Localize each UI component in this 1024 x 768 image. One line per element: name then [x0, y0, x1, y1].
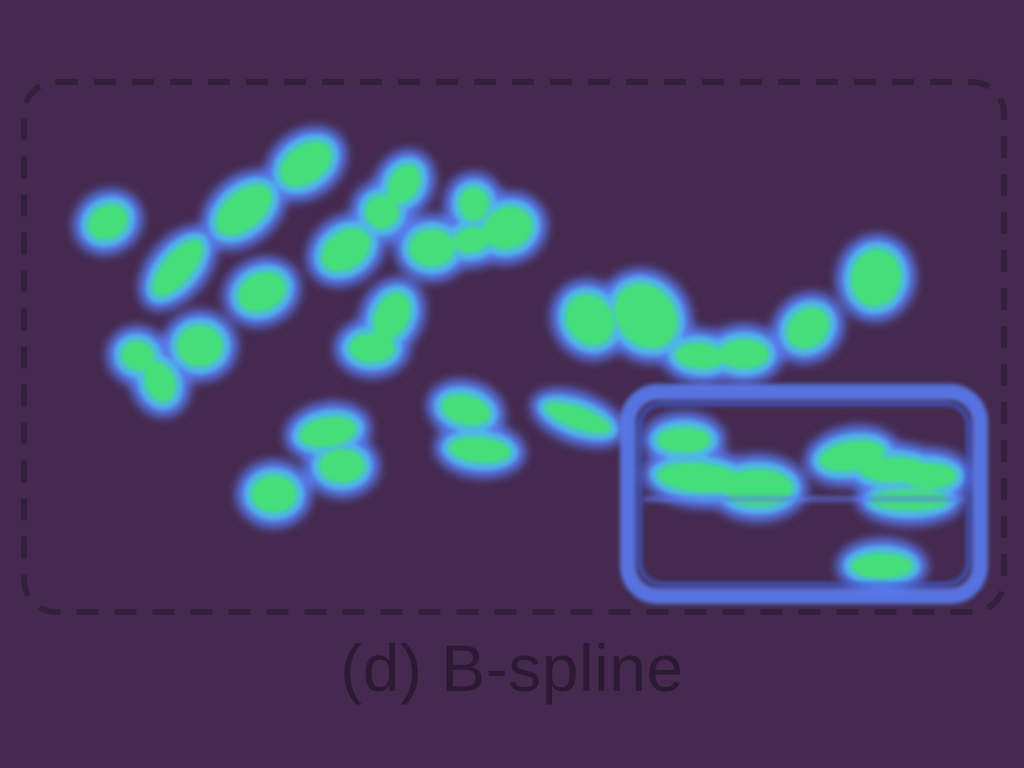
heat-blob	[459, 187, 489, 221]
heat-blob	[565, 294, 615, 346]
heat-blob	[177, 325, 223, 367]
heat-blob	[373, 292, 411, 340]
heat-blob	[441, 394, 491, 426]
heat-blob	[299, 416, 357, 448]
heat-blob	[121, 340, 155, 372]
heat-blob	[657, 462, 743, 494]
heat-blob	[215, 184, 273, 236]
heat-blob	[719, 339, 769, 369]
heat-blob	[851, 553, 913, 579]
heat-blob	[544, 402, 612, 434]
heat-blob	[453, 226, 491, 254]
heat-blob	[786, 307, 830, 349]
heat-blob	[903, 463, 957, 489]
figure-caption: (d) B-spline	[340, 631, 684, 705]
dashed-frame	[21, 79, 1007, 615]
heat-blob	[387, 164, 421, 204]
heat-blob	[657, 427, 711, 453]
heat-blob	[365, 195, 399, 229]
heat-blob	[349, 333, 395, 363]
heat-blob	[87, 203, 129, 241]
blob-core-layer	[87, 141, 957, 579]
heat-blob	[675, 342, 725, 370]
heat-blob	[144, 361, 176, 403]
heat-blob	[449, 436, 511, 464]
heat-blob	[237, 271, 287, 313]
heat-blob	[152, 239, 204, 297]
highlight-region	[620, 384, 988, 604]
heat-blob	[279, 141, 333, 187]
heat-blob	[251, 475, 297, 513]
heat-blob	[483, 206, 533, 250]
heat-blob	[319, 449, 365, 483]
heat-blob	[850, 249, 902, 307]
heat-blob	[614, 283, 678, 349]
heat-blob	[409, 229, 455, 267]
heat-blob	[321, 228, 371, 272]
